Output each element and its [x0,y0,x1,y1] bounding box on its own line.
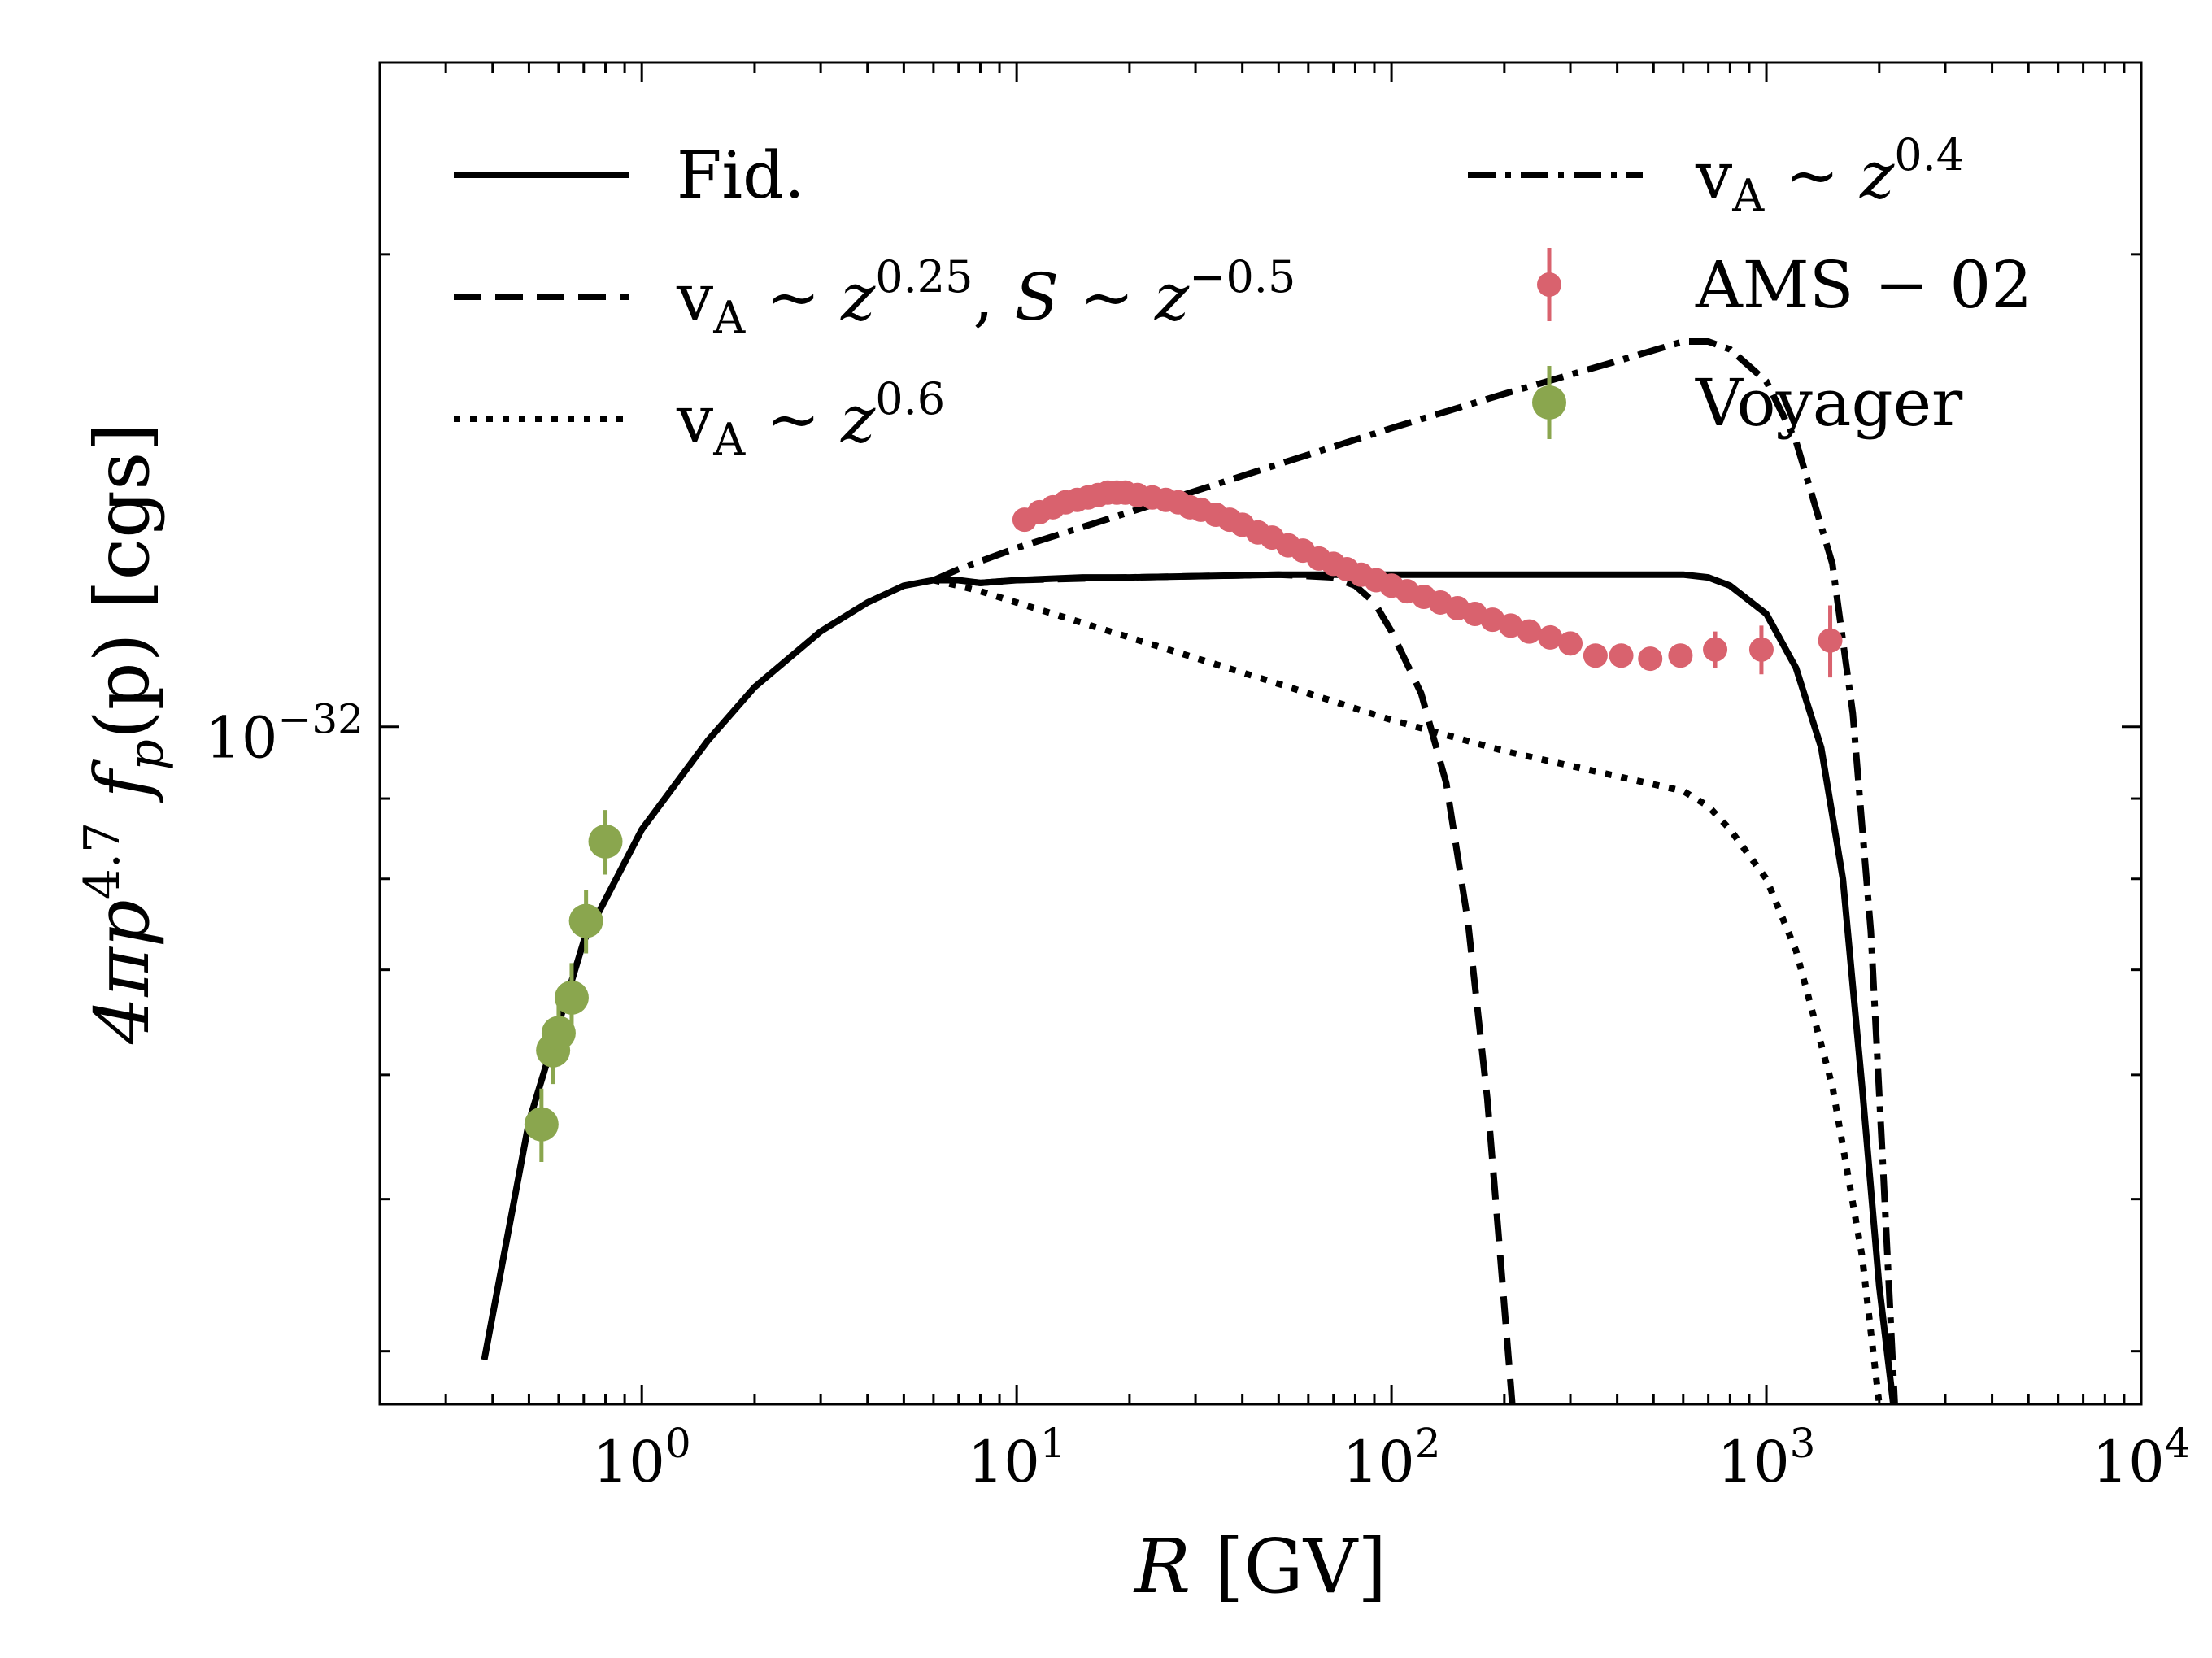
legend-label-4: AMS − 02 [1695,247,2032,323]
data-point [1583,643,1608,668]
data-point [1517,619,1542,644]
curves-layer [481,338,1898,1405]
data-point [1558,631,1583,656]
x-tick-label: 102 [1343,1420,1441,1495]
data-point [1498,613,1523,638]
data-point [1703,637,1728,662]
ticks-layer [378,63,2143,1404]
legend-marker-4 [1537,272,1561,297]
data-point [1668,643,1693,668]
legend-label-5: Voyager [1695,365,1963,441]
data-point [1609,643,1634,668]
legend-label-0: Fid. [677,137,805,213]
series-line-0 [481,571,1897,1405]
x-tick-label: 103 [1718,1420,1816,1495]
data-point [554,980,589,1015]
x-axis-title: R [GV] [1133,1523,1387,1610]
data-point [568,903,603,938]
x-tick-label: 101 [968,1420,1066,1495]
data-point [1638,646,1663,672]
legend-marker-5 [1532,385,1566,420]
data-point [1538,624,1563,650]
x-tick-label: 100 [593,1420,691,1495]
tick-labels-layer: 100 101 102 103 104 10−32 [205,696,2190,1495]
legend-label-3: vA ~ z0.4 [1695,129,1964,221]
y-axis-title: 4πp4.7 fp(p) [cgs] [74,423,175,1045]
data-point [588,824,623,859]
data-point [1748,637,1774,662]
legend-label-1: vA ~ z0.25, S ~ z−0.5 [676,251,1295,343]
data-point [524,1107,559,1142]
series-line-2 [933,577,1883,1405]
legend-label-2: vA ~ z0.6 [676,373,945,465]
points-layer [524,480,1843,1162]
plot-frame [378,61,2143,1406]
legend: Fid. vA ~ z0.25, S ~ z−0.5 vA ~ z0.6 vA ~ z… [454,129,2032,465]
data-point [1818,628,1843,653]
series-line-1 [933,571,1516,1405]
y-tick-label: 10−32 [205,696,364,772]
series-line-3 [932,338,1898,1405]
data-point [541,1016,576,1051]
x-tick-label: 104 [2092,1420,2191,1495]
